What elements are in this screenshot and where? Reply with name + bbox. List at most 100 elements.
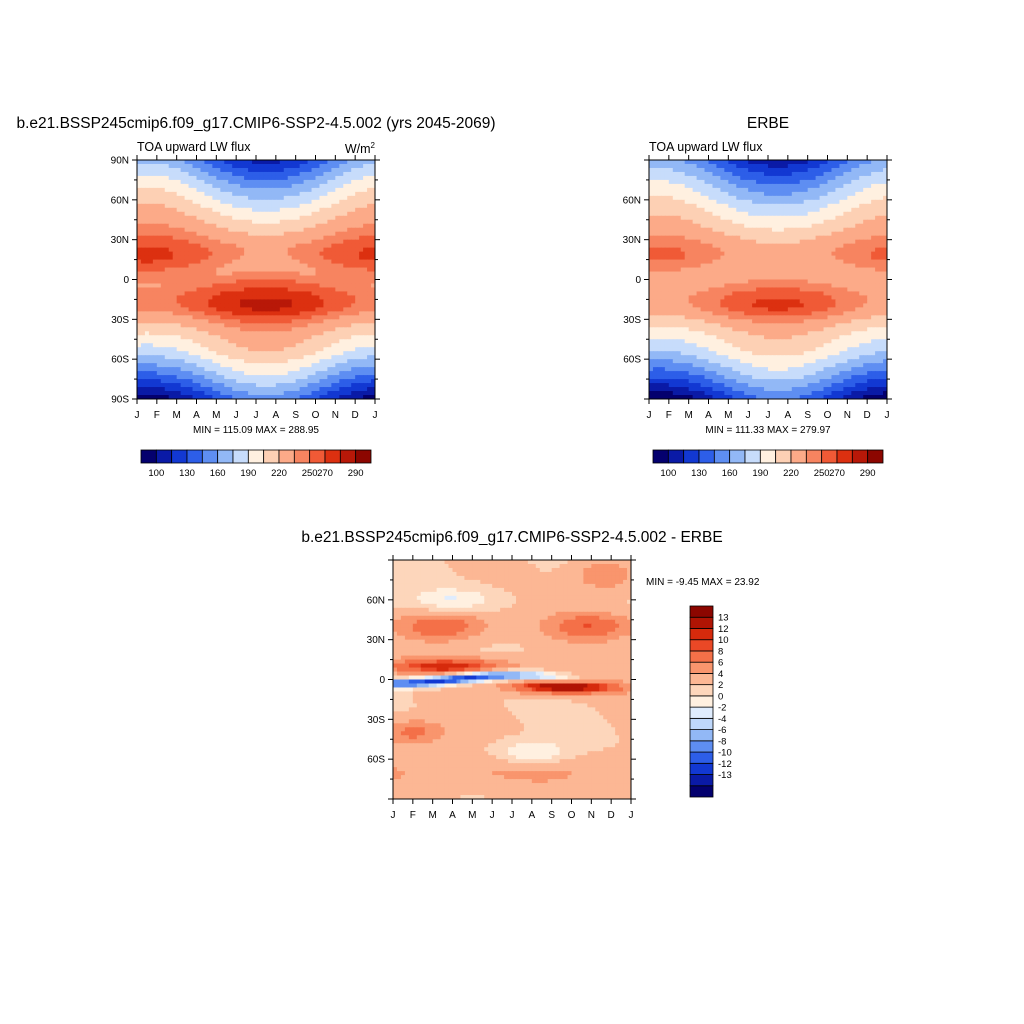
contour-cell xyxy=(700,163,706,169)
contour-cell xyxy=(164,199,170,205)
contour-cell xyxy=(291,163,297,169)
contour-cell xyxy=(180,235,186,241)
contour-cell xyxy=(819,187,825,193)
contour-cell xyxy=(180,163,186,169)
contour-cell xyxy=(363,271,368,277)
contour-cell xyxy=(148,227,154,233)
contour-cell xyxy=(184,375,190,380)
contour-cell xyxy=(339,223,344,229)
contour-cell xyxy=(867,231,872,237)
contour-cell xyxy=(339,287,344,293)
contour-cell xyxy=(359,191,364,197)
contour-cell xyxy=(319,287,325,293)
contour-cell xyxy=(232,219,237,225)
contour-cell xyxy=(768,183,773,189)
contour-cell xyxy=(248,219,253,225)
contour-cell xyxy=(311,243,317,249)
contour-cell xyxy=(204,187,209,193)
contour-cell xyxy=(212,387,217,392)
contour-cell xyxy=(267,327,273,332)
contour-cell xyxy=(319,355,325,360)
contour-cell xyxy=(748,160,753,165)
contour-cell xyxy=(363,275,368,281)
contour-cell xyxy=(156,395,162,399)
contour-cell xyxy=(363,283,368,289)
contour-cell xyxy=(363,235,368,241)
contour-cell xyxy=(768,207,773,213)
contour-cell xyxy=(343,275,348,281)
contour-cell xyxy=(168,203,174,209)
contour-cell xyxy=(728,239,733,245)
contour-cell xyxy=(212,215,217,221)
contour-cell xyxy=(283,283,289,289)
contour-cell xyxy=(355,267,360,273)
contour-cell xyxy=(307,231,313,237)
contour-cell xyxy=(347,363,352,368)
contour-cell xyxy=(236,351,241,356)
contour-cell xyxy=(172,255,178,261)
contour-cell xyxy=(256,307,261,312)
contour-cell xyxy=(220,287,225,293)
contour-cell xyxy=(156,295,162,301)
contour-cell xyxy=(172,335,178,340)
contour-cell xyxy=(343,383,348,388)
contour-cell xyxy=(283,359,289,364)
contour-cell xyxy=(180,283,186,289)
contour-cell xyxy=(371,199,375,205)
contour-cell xyxy=(752,187,757,193)
contour-cell xyxy=(192,223,198,229)
contour-cell xyxy=(291,287,297,293)
contour-cell xyxy=(791,235,797,241)
contour-cell xyxy=(216,263,221,269)
contour-cell xyxy=(712,199,718,205)
contour-cell xyxy=(704,207,710,213)
contour-cell xyxy=(271,227,277,233)
contour-cell xyxy=(152,195,158,201)
contour-cell xyxy=(680,223,686,229)
contour-cell xyxy=(696,199,702,205)
contour-cell xyxy=(883,231,887,237)
contour-cell xyxy=(168,255,174,261)
contour-cell xyxy=(168,175,174,181)
contour-cell xyxy=(184,211,190,217)
contour-cell xyxy=(732,175,737,181)
contour-cell xyxy=(287,239,293,245)
contour-cell xyxy=(764,207,769,213)
contour-cell xyxy=(343,299,348,304)
contour-cell xyxy=(200,199,206,205)
contour-cell xyxy=(208,163,213,169)
contour-cell xyxy=(160,259,166,265)
contour-cell xyxy=(267,387,273,392)
contour-cell xyxy=(847,195,852,201)
contour-cell xyxy=(875,179,880,185)
contour-cell xyxy=(267,219,273,225)
contour-cell xyxy=(859,187,864,193)
contour-cell xyxy=(220,379,225,384)
contour-cell xyxy=(137,291,142,297)
contour-cell xyxy=(756,227,761,233)
contour-cell xyxy=(323,351,328,356)
contour-cell xyxy=(176,235,182,241)
contour-cell xyxy=(232,347,237,352)
contour-cell xyxy=(335,335,340,340)
contour-cell xyxy=(315,391,321,396)
contour-cell xyxy=(164,387,170,392)
contour-cell xyxy=(359,255,364,261)
contour-cell xyxy=(700,195,706,201)
contour-cell xyxy=(851,163,856,169)
contour-cell xyxy=(228,383,233,388)
contour-cell xyxy=(137,379,142,384)
contour-cell xyxy=(267,179,273,185)
contour-cell xyxy=(137,279,142,285)
contour-cell xyxy=(815,219,821,225)
contour-cell xyxy=(823,183,829,189)
contour-cell xyxy=(343,219,348,225)
contour-cell xyxy=(200,347,206,352)
contour-cell xyxy=(176,371,182,376)
contour-cell xyxy=(259,379,265,384)
contour-cell xyxy=(327,187,332,193)
contour-cell xyxy=(760,167,765,173)
contour-cell xyxy=(204,287,209,293)
contour-cell xyxy=(152,255,158,261)
contour-cell xyxy=(303,203,309,209)
